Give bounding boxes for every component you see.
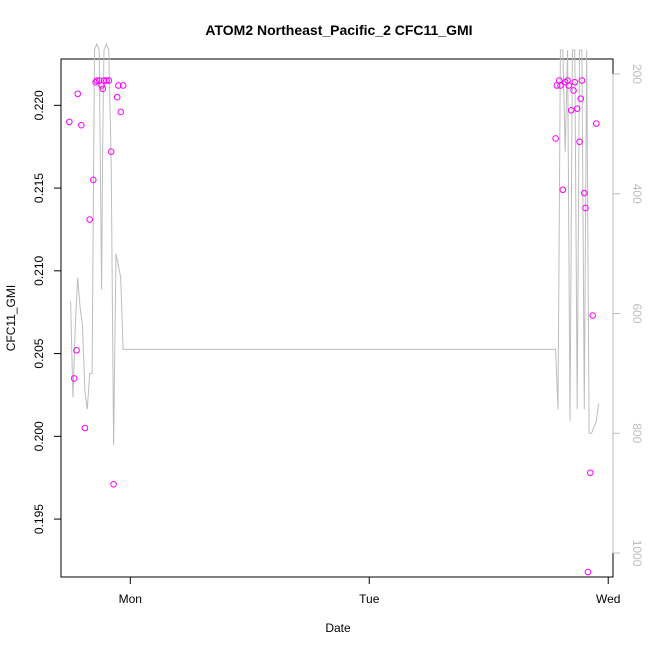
data-point bbox=[119, 82, 127, 89]
data-point bbox=[582, 204, 589, 212]
data-point bbox=[92, 78, 99, 86]
data-point bbox=[103, 77, 110, 84]
y-axis-left: 0.195 0.200 0.205 0.210 0.215 0.220 bbox=[32, 90, 62, 534]
data-point bbox=[592, 120, 600, 127]
data-point bbox=[565, 82, 573, 89]
data-point bbox=[105, 77, 113, 84]
data-point bbox=[100, 77, 108, 84]
x-tick-label: Wed bbox=[596, 592, 620, 606]
data-point bbox=[571, 78, 579, 86]
data-point bbox=[99, 85, 107, 93]
data-point bbox=[89, 176, 97, 184]
data-point bbox=[86, 216, 93, 223]
y2-tick-label: 1000 bbox=[630, 540, 644, 567]
data-point bbox=[577, 95, 585, 103]
data-point bbox=[581, 189, 588, 197]
data-point bbox=[576, 138, 583, 146]
y-tick-label: 0.205 bbox=[32, 338, 46, 368]
x-axis: Mon Tue Wed bbox=[119, 576, 620, 606]
data-point bbox=[81, 424, 89, 432]
data-point bbox=[93, 77, 101, 84]
data-point bbox=[115, 82, 122, 89]
y-axis-right: 200 400 600 800 1000 bbox=[612, 64, 644, 567]
series-line bbox=[70, 42, 600, 446]
data-point bbox=[589, 312, 596, 319]
y2-tick-label: 400 bbox=[630, 184, 644, 204]
data-point bbox=[73, 346, 80, 354]
x-tick-label: Mon bbox=[119, 592, 142, 606]
y-tick-label: 0.210 bbox=[32, 255, 46, 285]
data-point bbox=[557, 82, 564, 89]
data-point bbox=[113, 93, 121, 101]
y-axis-label: CFC11_GMI bbox=[4, 285, 18, 351]
point-series bbox=[66, 77, 600, 576]
data-point bbox=[584, 568, 592, 576]
data-point bbox=[573, 105, 581, 112]
data-point bbox=[567, 107, 575, 114]
data-point bbox=[74, 90, 82, 98]
plot-frame bbox=[60, 58, 614, 578]
data-point bbox=[578, 77, 586, 84]
data-point bbox=[570, 87, 577, 94]
data-point bbox=[107, 148, 115, 155]
y-tick-label: 0.195 bbox=[32, 504, 46, 534]
x-tick-label: Tue bbox=[359, 592, 380, 606]
data-point bbox=[117, 108, 125, 116]
y-tick-label: 0.200 bbox=[32, 421, 46, 451]
line-series bbox=[70, 42, 600, 446]
data-point bbox=[559, 186, 567, 194]
y-tick-label: 0.220 bbox=[32, 90, 46, 120]
data-point bbox=[78, 121, 85, 129]
y-tick-label: 0.215 bbox=[32, 173, 46, 203]
data-point bbox=[586, 469, 594, 477]
data-point bbox=[66, 118, 73, 126]
x-axis-label: Date bbox=[325, 621, 351, 635]
data-point bbox=[110, 481, 117, 488]
y2-tick-label: 600 bbox=[630, 303, 644, 323]
y2-tick-label: 800 bbox=[630, 423, 644, 443]
data-point bbox=[552, 135, 559, 142]
chart-title: ATOM2 Northeast_Pacific_2 CFC11_GMI bbox=[205, 22, 472, 38]
y2-tick-label: 200 bbox=[630, 64, 644, 84]
data-point bbox=[70, 375, 78, 382]
